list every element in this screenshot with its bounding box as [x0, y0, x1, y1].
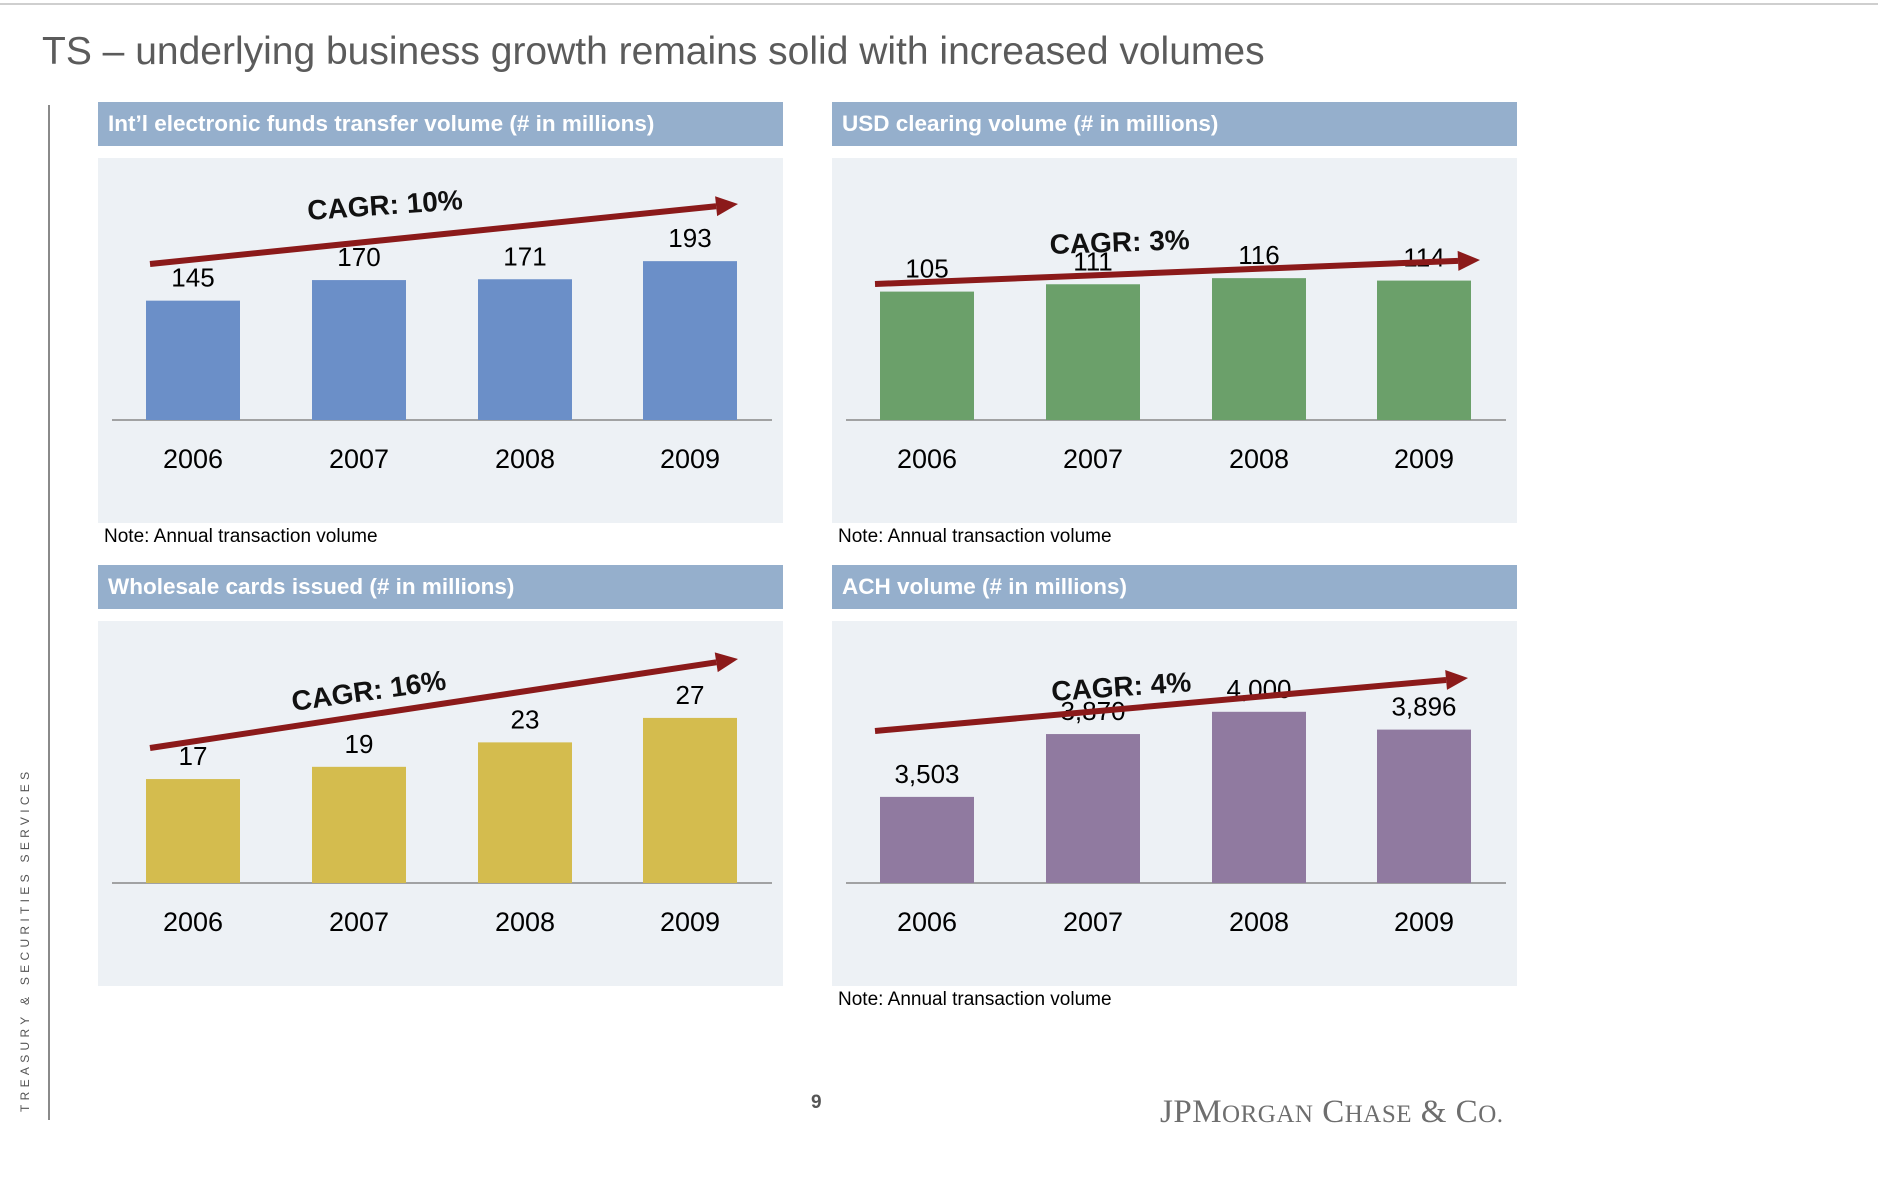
value-label: 193 — [668, 223, 711, 253]
value-label: 19 — [345, 729, 374, 759]
side-rule — [48, 105, 50, 1120]
category-label: 2008 — [495, 907, 555, 937]
chart-panel-eft: Int’l electronic funds transfer volume (… — [98, 102, 783, 562]
value-label: 111 — [1073, 246, 1113, 276]
category-label: 2006 — [897, 907, 957, 937]
category-label: 2008 — [1229, 907, 1289, 937]
bar-2006 — [880, 796, 974, 883]
bar-2008 — [478, 742, 572, 883]
bar-2007 — [312, 766, 406, 883]
chart-title: Int’l electronic funds transfer volume (… — [98, 102, 783, 146]
value-label: 171 — [503, 241, 546, 271]
category-label: 2006 — [163, 907, 223, 937]
trend-arrow-head — [1457, 250, 1480, 271]
bar-2009 — [1377, 280, 1471, 420]
value-label: 3,503 — [894, 759, 959, 789]
trend-arrow-head — [714, 652, 738, 673]
value-label: 17 — [179, 741, 208, 771]
category-label: 2008 — [1229, 444, 1289, 474]
trend-arrow-shaft — [874, 257, 1459, 287]
category-label: 2006 — [897, 444, 957, 474]
bar-2009 — [1377, 729, 1471, 883]
category-label: 2007 — [329, 907, 389, 937]
chart-area: 3,50320063,87020074,00020083,8962009CAGR… — [832, 621, 1517, 986]
chart-title: Wholesale cards issued (# in millions) — [98, 565, 783, 609]
value-label: 23 — [511, 704, 540, 734]
bar-2006 — [880, 291, 974, 420]
trend-arrow-shaft — [874, 676, 1447, 734]
page-number: 9 — [811, 1092, 822, 1113]
chart-panel-ach: ACH volume (# in millions) 3,50320063,87… — [832, 565, 1517, 1025]
chart-title: USD clearing volume (# in millions) — [832, 102, 1517, 146]
jpmorgan-logo: JPMORGAN CHASE & CO. — [1160, 1094, 1504, 1130]
bar-2009 — [643, 261, 737, 420]
category-label: 2007 — [1063, 444, 1123, 474]
trend-arrow-shaft — [149, 203, 717, 267]
bar-2008 — [478, 279, 572, 420]
value-label: 145 — [171, 263, 214, 293]
bar-chart: 3,50320063,87020074,00020083,8962009CAGR… — [846, 666, 1506, 937]
bar-2009 — [643, 717, 737, 883]
chart-panel-usd-clearing: USD clearing volume (# in millions) 105 2… — [832, 102, 1517, 562]
bar-2008 — [1212, 278, 1306, 420]
bar-2008 — [1212, 711, 1306, 883]
cagr-annotation: CAGR: 4% — [1050, 666, 1192, 707]
category-label: 2009 — [660, 907, 720, 937]
top-rule — [0, 3, 1878, 5]
trend-arrow-shaft — [149, 659, 717, 751]
category-label: 2009 — [660, 444, 720, 474]
side-label: TREASURY & SECURITIES SERVICES — [18, 767, 32, 1112]
chart-panel-wholesale-cards: Wholesale cards issued (# in millions) 1… — [98, 565, 783, 1025]
trend-arrow-head — [715, 196, 738, 217]
category-label: 2009 — [1394, 444, 1454, 474]
category-label: 2007 — [329, 444, 389, 474]
value-label: 114 — [1403, 243, 1444, 273]
value-label: 3,896 — [1391, 692, 1456, 722]
category-label: 2006 — [163, 444, 223, 474]
bar-2007 — [312, 280, 406, 420]
chart-note: Note: Annual transaction volume — [104, 526, 378, 547]
bar-2007 — [1046, 734, 1140, 883]
chart-title: ACH volume (# in millions) — [832, 565, 1517, 609]
cagr-annotation: CAGR: 10% — [306, 184, 463, 226]
chart-area: 17 2006 19 2007 23 2008 27 2009 CAGR: 16% — [98, 621, 783, 986]
value-label: 116 — [1238, 240, 1279, 270]
bar-2007 — [1046, 284, 1140, 420]
bar-2006 — [146, 300, 240, 420]
page-title: TS – underlying business growth remains … — [42, 30, 1265, 73]
category-label: 2009 — [1394, 907, 1454, 937]
chart-area: 145 2006 170 2007 171 2008 193 2009 CAGR: 10% — [98, 158, 783, 523]
chart-note: Note: Annual transaction volume — [838, 526, 1112, 547]
value-label: 27 — [676, 680, 705, 710]
category-label: 2008 — [495, 444, 555, 474]
bar-2006 — [146, 779, 240, 883]
chart-area: 105 2006 111 2007 116 2008 114 2009 CAGR: 3% — [832, 158, 1517, 523]
cagr-annotation: CAGR: 3% — [1049, 224, 1190, 260]
chart-note: Note: Annual transaction volume — [838, 989, 1112, 1010]
trend-arrow-head — [1445, 669, 1468, 690]
category-label: 2007 — [1063, 907, 1123, 937]
